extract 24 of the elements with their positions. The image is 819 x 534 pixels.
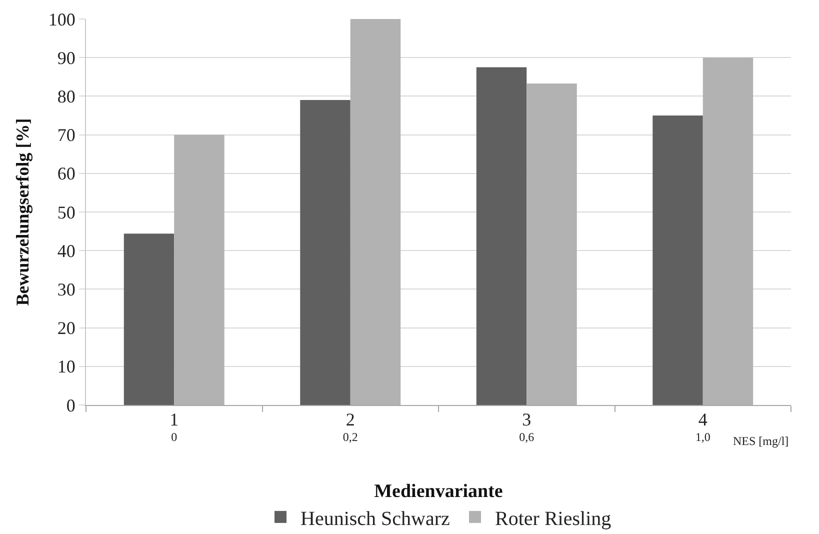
y-tick-label: 0 xyxy=(66,395,76,416)
x-tick-label: 1 0 xyxy=(170,409,179,444)
y-tick-label: 100 xyxy=(48,9,76,30)
y-tick-label: 30 xyxy=(57,280,76,300)
text: NES [mg/l] xyxy=(733,434,789,448)
legend-label: Roter Riesling xyxy=(495,508,612,530)
legend-label: Heunisch Schwarz xyxy=(300,508,450,530)
bar xyxy=(476,67,527,405)
y-tick-label: 10 xyxy=(57,356,76,377)
x-tick-label: 2 0,2 xyxy=(342,409,358,444)
y-tick-label: 90 xyxy=(57,48,76,68)
x-tick-label: 3 0,6 xyxy=(519,409,534,444)
y-tick-label: 40 xyxy=(57,240,76,261)
x-tick-label: 4 1,0 xyxy=(695,409,710,444)
bar xyxy=(300,100,350,405)
y-tick-label: 20 xyxy=(57,318,76,338)
y-tick-label: 60 xyxy=(57,164,76,184)
y-tick-label: 70 xyxy=(57,125,76,146)
y-tick-label: 80 xyxy=(57,86,76,106)
bar xyxy=(124,234,174,405)
y-axis-title: Bewurzelungserfolg [%] xyxy=(12,118,33,306)
x-axis-title: Medienvariante xyxy=(374,480,503,502)
y-tick-label: 50 xyxy=(57,202,76,222)
bar xyxy=(652,116,703,405)
